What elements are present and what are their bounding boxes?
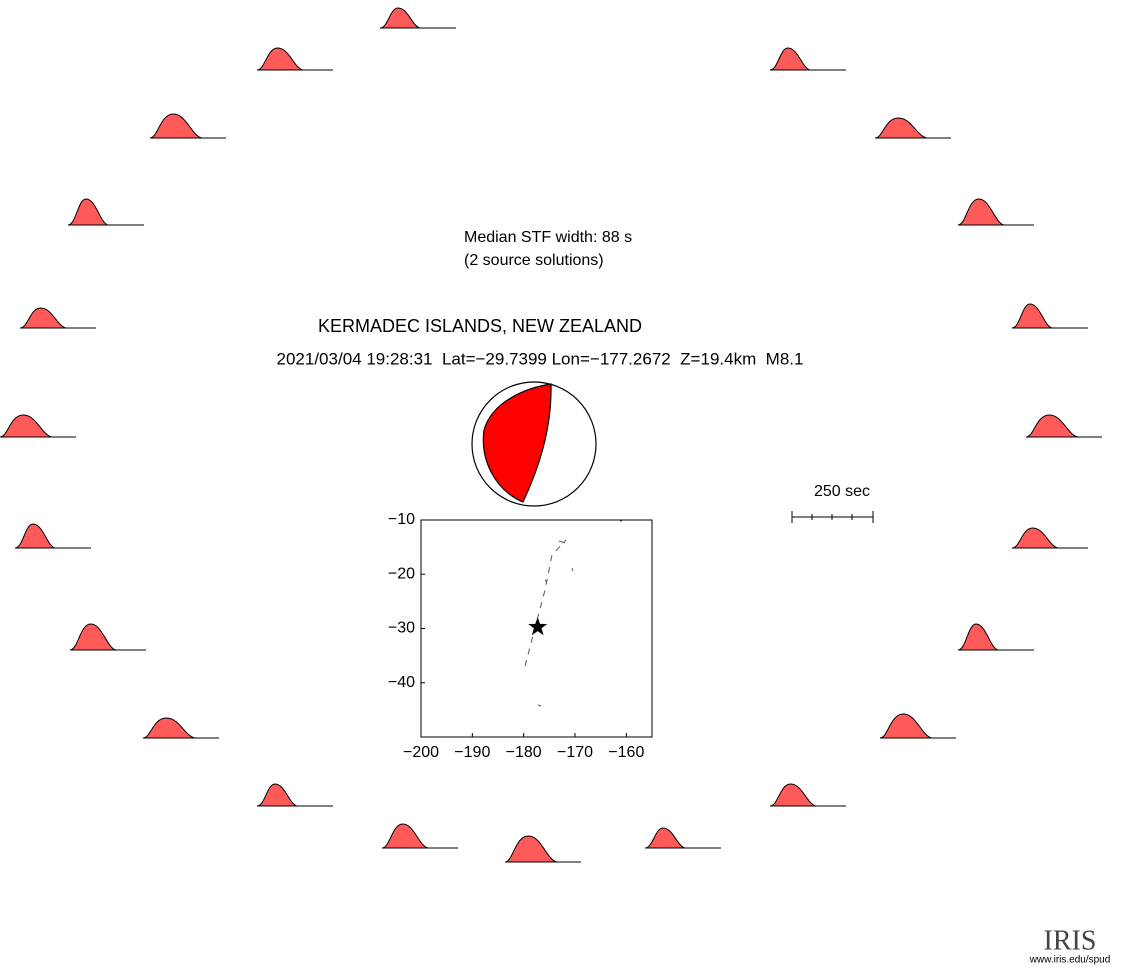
x-tick-label: −190 (454, 744, 490, 761)
x-tick-label: −160 (608, 744, 644, 761)
stf-shape (769, 783, 817, 807)
stf-shape (957, 198, 1005, 226)
trench-outline (524, 520, 622, 707)
stf-shape (879, 713, 933, 739)
stf-group (0, 7, 1102, 863)
beachball-fill (482, 383, 552, 503)
x-tick-label: −170 (557, 744, 593, 761)
x-tick-label: −200 (403, 744, 439, 761)
stf-shape (1011, 527, 1059, 549)
stf-shape (149, 113, 203, 139)
stf-shape (1025, 414, 1079, 438)
stf-shape (0, 414, 53, 438)
scale-label: 250 sec (814, 483, 870, 500)
solutions: (2 source solutions) (464, 252, 604, 269)
stf-shape (256, 783, 298, 807)
y-tick-label: −40 (388, 674, 415, 691)
y-tick-label: −10 (388, 511, 415, 528)
y-tick-label: −30 (388, 620, 415, 637)
logo-url: www.iris.edu/spud (1029, 955, 1111, 966)
stf-shape (957, 623, 999, 651)
stf-shape (67, 198, 109, 226)
stf-shape (142, 717, 196, 739)
stf-shape (14, 523, 56, 549)
stf-shape (256, 47, 304, 71)
stf-shape (69, 623, 117, 651)
stf-shape (874, 117, 928, 139)
scale-bar: 250 sec (791, 483, 874, 523)
x-tick-label: −180 (506, 744, 542, 761)
median-width: Median STF width: 88 s (464, 229, 632, 246)
stf-shape (379, 7, 421, 29)
epicenter-star (528, 617, 548, 636)
stf-shape (1011, 303, 1053, 329)
region-title: KERMADEC ISLANDS, NEW ZEALAND (318, 316, 642, 336)
y-tick-label: −20 (388, 565, 415, 582)
beachball (471, 381, 597, 507)
event-line: 2021/03/04 19:28:31 Lat=−29.7399 Lon=−17… (277, 349, 804, 368)
stf-shape (769, 47, 811, 71)
stf-shape (504, 835, 558, 863)
stf-shape (381, 823, 429, 849)
stf-shape (19, 307, 67, 329)
stf-shape (644, 827, 686, 849)
logo-name: IRIS (1044, 925, 1097, 956)
scale-line (791, 511, 874, 523)
